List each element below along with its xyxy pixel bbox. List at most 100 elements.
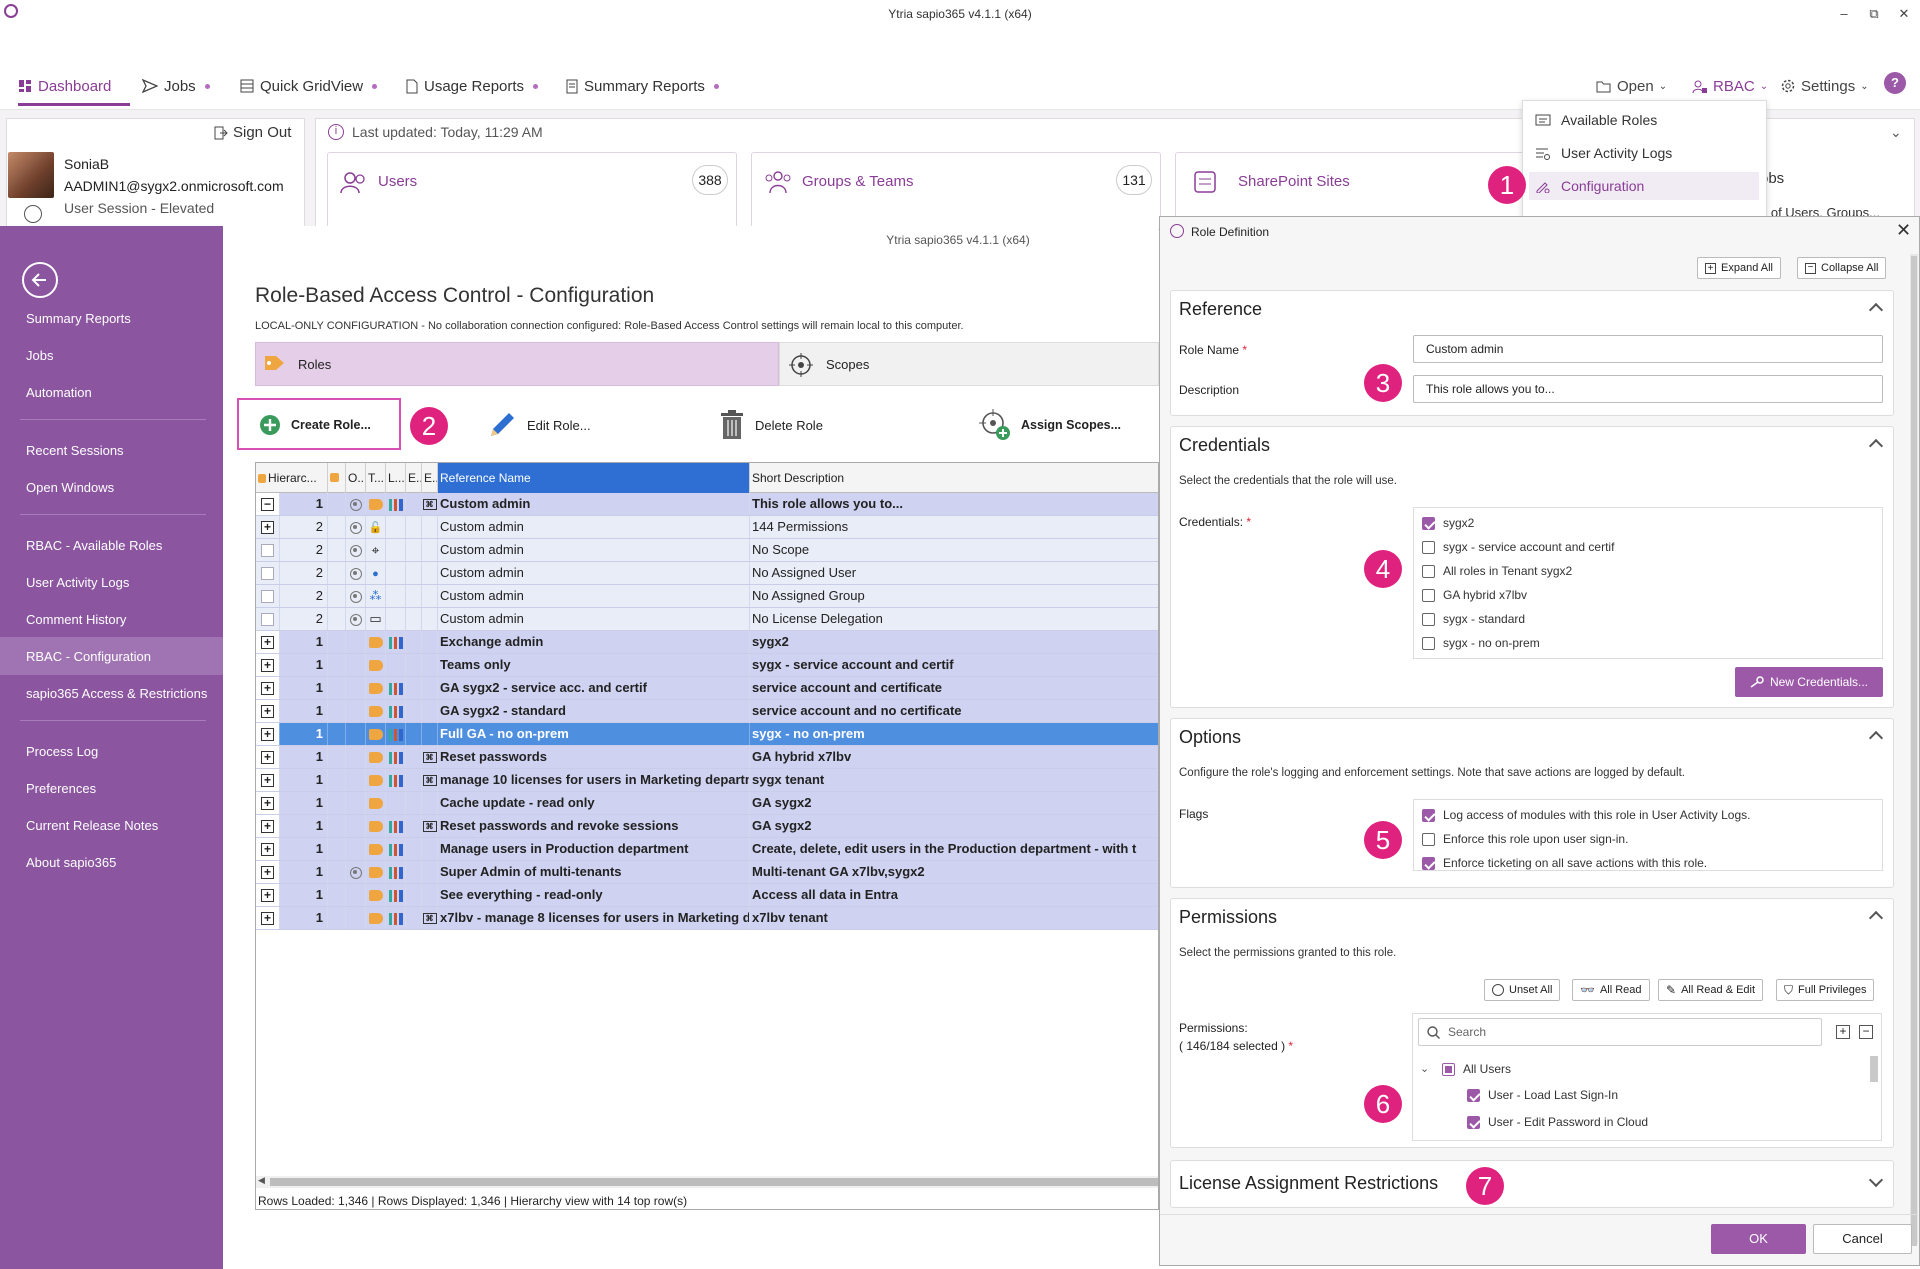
short-description-cell[interactable]: sygx tenant <box>750 769 1158 791</box>
reference-name-cell[interactable]: Cache update - read only <box>438 792 750 814</box>
all-read-button[interactable]: 👓 All Read <box>1572 979 1650 1001</box>
table-row[interactable]: +2 🔓 Custom admin 144 Permissions <box>256 516 1158 539</box>
expand-cell[interactable]: + <box>256 631 280 653</box>
short-description-cell[interactable]: No License Delegation <box>750 608 1158 630</box>
description-input[interactable]: This role allows you to... <box>1413 375 1883 403</box>
tab-jobs[interactable]: Jobs <box>142 72 210 100</box>
table-row[interactable]: +1 Manage users in Production department C… <box>256 838 1158 861</box>
expand-cell[interactable]: + <box>256 792 280 814</box>
column-header-reference-name[interactable]: Reference Name <box>438 463 750 493</box>
reference-name-cell[interactable]: Full GA - no on-prem <box>438 723 750 745</box>
column-header-short-description[interactable]: Short Description <box>750 463 1158 493</box>
expand-plus-icon[interactable]: + <box>261 843 274 857</box>
sidebar-item-preferences[interactable]: Preferences <box>26 781 97 796</box>
expand-plus-icon[interactable]: + <box>261 521 274 535</box>
expand-cell[interactable]: + <box>256 769 280 791</box>
expand-all-button[interactable]: + Expand All <box>1697 257 1781 279</box>
back-button[interactable] <box>22 262 58 298</box>
reference-name-cell[interactable]: See everything - read-only <box>438 884 750 906</box>
checkbox-checked[interactable] <box>1467 1089 1480 1103</box>
sidebar-item-user-activity-logs[interactable]: User Activity Logs <box>26 575 130 590</box>
short-description-cell[interactable]: GA sygx2 <box>750 792 1158 814</box>
credential-item[interactable]: All roles in Tenant sygx2 <box>1422 564 1572 579</box>
short-description-cell[interactable]: x7lbv tenant <box>750 907 1158 929</box>
tab-roles[interactable]: Roles <box>255 342 779 386</box>
sidebar-item-jobs[interactable]: Jobs <box>26 348 54 363</box>
collapse-dashboard-chevron-icon[interactable]: ⌄ <box>1890 124 1902 140</box>
expand-cell[interactable]: + <box>256 838 280 860</box>
ok-button[interactable]: OK <box>1711 1224 1806 1254</box>
sidebar-item-process-log[interactable]: Process Log <box>26 744 99 759</box>
tab-dashboard[interactable]: Dashboard <box>18 72 111 100</box>
table-row[interactable]: 2 ⌖ Custom admin No Scope <box>256 539 1158 562</box>
chevron-up-icon[interactable] <box>1868 302 1884 318</box>
reference-name-cell[interactable]: Reset passwords and revoke sessions <box>438 815 750 837</box>
tab-quick-gridview[interactable]: Quick GridView <box>240 72 378 100</box>
menu-item-configuration[interactable]: Configuration <box>1529 172 1759 200</box>
expand-cell[interactable]: + <box>256 677 280 699</box>
short-description-cell[interactable]: Create, delete, edit users in the Produc… <box>750 838 1158 860</box>
expand-plus-icon[interactable]: + <box>261 751 274 765</box>
expand-plus-icon[interactable]: + <box>261 889 274 903</box>
checkbox-checked[interactable] <box>1422 517 1435 531</box>
short-description-cell[interactable]: sygx - service account and certif <box>750 654 1158 676</box>
cancel-button[interactable]: Cancel <box>1813 1224 1912 1254</box>
expand-cell[interactable]: + <box>256 815 280 837</box>
expand-cell[interactable]: − <box>256 493 280 515</box>
expand-cell[interactable]: + <box>256 907 280 929</box>
edit-role-button[interactable]: Edit Role... <box>487 400 591 450</box>
table-row[interactable]: 2 ● Custom admin No Assigned User <box>256 562 1158 585</box>
assign-scopes-button[interactable]: Assign Scopes... <box>979 400 1121 450</box>
column-header-e2[interactable]: E... <box>422 463 438 493</box>
expand-plus-icon[interactable]: + <box>261 820 274 834</box>
table-row[interactable]: +1 Teams only sygx - service account and c… <box>256 654 1158 677</box>
scrollbar-thumb[interactable] <box>270 1178 1158 1186</box>
reference-name-cell[interactable]: Custom admin <box>438 585 750 607</box>
credential-item[interactable]: GA hybrid x7lbv <box>1422 588 1527 603</box>
short-description-cell[interactable]: 144 Permissions <box>750 516 1158 538</box>
reference-name-cell[interactable]: manage 10 licenses for users in Marketin… <box>438 769 750 791</box>
scroll-left-arrow-icon[interactable]: ◀ <box>258 1175 265 1185</box>
reference-name-cell[interactable]: Reset passwords <box>438 746 750 768</box>
flag-item[interactable]: Log access of modules with this role in … <box>1422 808 1750 823</box>
unset-all-button[interactable]: Unset All <box>1484 979 1561 1001</box>
expand-cell[interactable]: + <box>256 700 280 722</box>
reference-name-cell[interactable]: Teams only <box>438 654 750 676</box>
tab-scopes[interactable]: Scopes <box>779 342 1159 386</box>
table-row[interactable]: +1 Cache update - read only GA sygx2 <box>256 792 1158 815</box>
reference-name-cell[interactable]: Super Admin of multi-tenants <box>438 861 750 883</box>
short-description-cell[interactable]: No Assigned User <box>750 562 1158 584</box>
sidebar-item-release-notes[interactable]: Current Release Notes <box>26 818 159 833</box>
checkbox[interactable] <box>1422 637 1435 651</box>
tree-node-permission[interactable]: User - Load Last Sign-In <box>1467 1088 1618 1103</box>
table-row[interactable]: +1 GA sygx2 - service acc. and certif serv… <box>256 677 1158 700</box>
tile-users[interactable]: Users 388 <box>327 152 737 230</box>
expand-cell[interactable]: + <box>256 516 280 538</box>
short-description-cell[interactable]: service account and certificate <box>750 677 1158 699</box>
table-row[interactable]: +1 GA sygx2 - standard service account and… <box>256 700 1158 723</box>
tree-chevron-down-icon[interactable]: ⌄ <box>1420 1063 1430 1075</box>
minimize-button[interactable]: – <box>1840 6 1848 21</box>
chevron-up-icon[interactable] <box>1868 910 1884 926</box>
reference-name-cell[interactable]: Exchange admin <box>438 631 750 653</box>
expand-cell[interactable]: + <box>256 746 280 768</box>
tree-scrollbar-thumb[interactable] <box>1870 1056 1878 1082</box>
expand-cell[interactable] <box>256 608 280 630</box>
expand-plus-icon[interactable]: + <box>261 705 274 719</box>
expand-cell[interactable]: + <box>256 861 280 883</box>
sidebar-item-comment-history[interactable]: Comment History <box>26 612 127 627</box>
all-read-edit-button[interactable]: ✎ All Read & Edit <box>1658 979 1764 1001</box>
expand-plus-icon[interactable]: + <box>261 636 274 650</box>
checkbox-partial[interactable] <box>1442 1063 1455 1077</box>
settings-menu-button[interactable]: Settings ⌄ <box>1780 72 1869 100</box>
reference-name-cell[interactable]: GA sygx2 - standard <box>438 700 750 722</box>
expand-cell[interactable] <box>256 585 280 607</box>
reference-name-cell[interactable]: GA sygx2 - service acc. and certif <box>438 677 750 699</box>
dialog-scrollbar-thumb[interactable] <box>1911 256 1917 1246</box>
checkbox[interactable] <box>1422 833 1435 847</box>
table-row[interactable]: +1 Full GA - no on-prem sygx - no on-prem <box>256 723 1158 746</box>
expand-cell[interactable] <box>256 539 280 561</box>
sidebar-item-recent-sessions[interactable]: Recent Sessions <box>26 443 124 458</box>
table-row[interactable]: +1 Super Admin of multi-tenants Multi-tena… <box>256 861 1158 884</box>
checkbox[interactable] <box>1422 589 1435 603</box>
